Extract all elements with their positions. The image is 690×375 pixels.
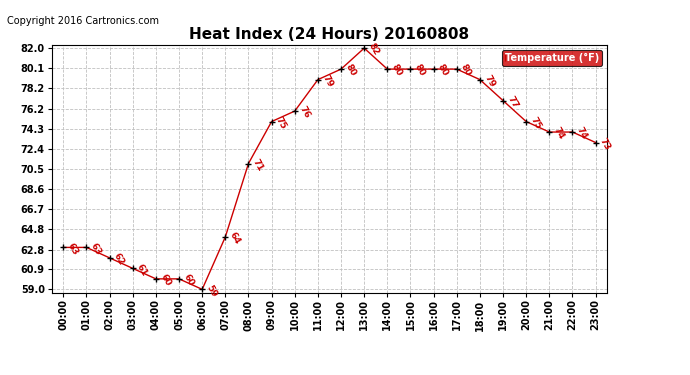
Text: 80: 80 — [460, 63, 473, 78]
Text: 77: 77 — [506, 94, 520, 110]
Text: 63: 63 — [89, 241, 103, 256]
Text: 80: 80 — [344, 63, 357, 78]
Title: Heat Index (24 Hours) 20160808: Heat Index (24 Hours) 20160808 — [190, 27, 469, 42]
Text: 74: 74 — [552, 126, 566, 141]
Text: 75: 75 — [274, 115, 288, 131]
Text: 60: 60 — [158, 273, 172, 288]
Text: 62: 62 — [112, 252, 126, 267]
Text: 64: 64 — [228, 231, 242, 246]
Text: 71: 71 — [251, 157, 265, 172]
Text: 79: 79 — [320, 74, 335, 89]
Text: 73: 73 — [598, 136, 612, 152]
Text: 75: 75 — [529, 115, 543, 131]
Text: 60: 60 — [181, 273, 195, 288]
Text: Copyright 2016 Cartronics.com: Copyright 2016 Cartronics.com — [7, 16, 159, 26]
Text: 76: 76 — [297, 105, 311, 120]
Text: 80: 80 — [413, 63, 427, 78]
Text: 82: 82 — [366, 42, 381, 57]
Text: 63: 63 — [66, 241, 80, 256]
Text: 80: 80 — [436, 63, 450, 78]
Legend: Temperature (°F): Temperature (°F) — [502, 50, 602, 66]
Text: 59: 59 — [205, 283, 219, 298]
Text: 74: 74 — [575, 126, 589, 141]
Text: 61: 61 — [135, 262, 149, 278]
Text: 79: 79 — [482, 74, 497, 89]
Text: 80: 80 — [390, 63, 404, 78]
